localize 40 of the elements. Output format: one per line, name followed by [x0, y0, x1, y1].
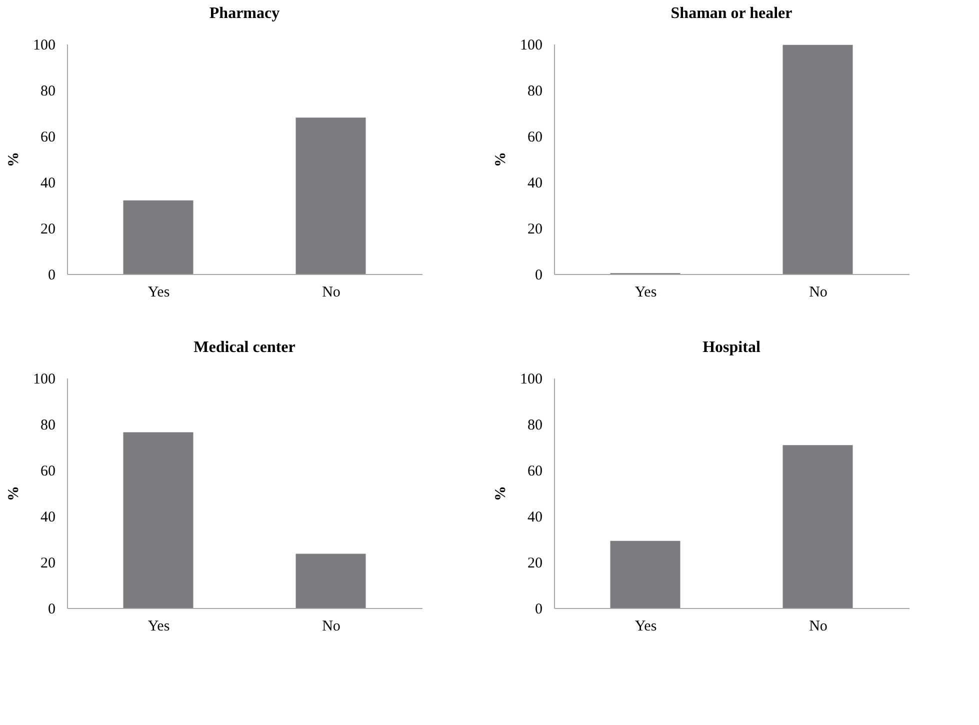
chart-title: Hospital: [702, 339, 761, 356]
x-tick-label: No: [322, 618, 340, 634]
y-tick-label: 20: [528, 222, 542, 238]
y-axis-title: %: [6, 486, 22, 501]
y-tick-label: 40: [528, 510, 542, 526]
y-tick-label: 20: [40, 222, 56, 238]
x-tick-label: No: [809, 284, 828, 300]
y-tick-label: 40: [40, 510, 56, 526]
y-tick-label: 0: [48, 602, 56, 618]
chart-title: Pharmacy: [209, 5, 280, 22]
y-tick-label: 100: [33, 372, 56, 388]
x-tick-label: No: [809, 618, 828, 634]
y-tick-label: 0: [535, 602, 542, 618]
y-tick-label: 0: [48, 268, 56, 284]
y-tick-label: 80: [528, 418, 542, 434]
y-tick-label: 80: [40, 418, 56, 434]
y-tick-label: 80: [528, 84, 542, 100]
y-tick-label: 20: [528, 556, 542, 572]
y-tick-label: 40: [40, 176, 56, 192]
x-tick-label: No: [322, 284, 340, 300]
y-axis-title: %: [493, 152, 509, 167]
x-tick-label: Yes: [148, 284, 170, 300]
chart-title: Shaman or healer: [670, 5, 792, 22]
y-tick-label: 80: [40, 84, 56, 100]
y-tick-label: 20: [40, 556, 56, 572]
y-tick-label: 100: [520, 372, 542, 388]
y-tick-label: 60: [528, 464, 542, 480]
chart-title: Medical center: [194, 339, 296, 356]
y-tick-label: 40: [528, 176, 542, 192]
y-tick-label: 60: [40, 464, 56, 480]
x-tick-label: Yes: [634, 284, 657, 300]
x-tick-label: Yes: [634, 618, 657, 634]
y-tick-label: 60: [528, 130, 542, 146]
y-tick-label: 100: [33, 38, 56, 54]
y-axis-title: %: [6, 152, 22, 167]
y-tick-label: 0: [535, 268, 542, 284]
y-axis-title: %: [493, 486, 509, 501]
y-tick-label: 60: [40, 130, 56, 146]
x-tick-label: Yes: [148, 618, 170, 634]
y-tick-label: 100: [520, 38, 542, 54]
